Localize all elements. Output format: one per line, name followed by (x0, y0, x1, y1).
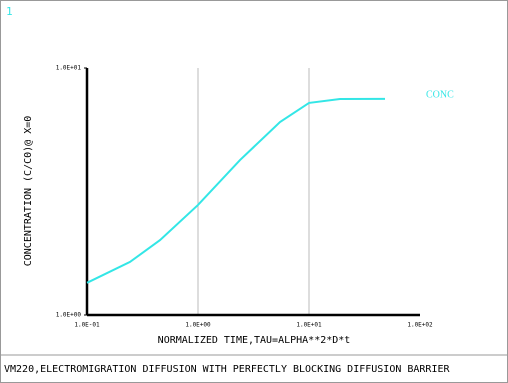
x-tick-label: 1.0E-01 (74, 322, 100, 329)
x-tick-label: 1.0E+01 (296, 322, 322, 329)
legend-label: CONC (426, 89, 454, 100)
x-axis-label: NORMALIZED TIME,TAU=ALPHA**2*D*t (158, 335, 351, 346)
x-tick-label: 1.0E+00 (185, 322, 211, 329)
y-tick-label: 1.0E+01 (56, 65, 82, 72)
chart-title: VM220,ELECTROMIGRATION DIFFUSION WITH PE… (4, 364, 450, 375)
panel-label: 1 (6, 5, 13, 18)
x-tick-label: 1.0E+02 (407, 322, 433, 329)
data-line (86, 97, 386, 284)
y-axis-label: CONCENTRATION (C/C0)@ X=0 (23, 116, 34, 267)
y-tick-label: 1.0E+00 (56, 312, 82, 319)
